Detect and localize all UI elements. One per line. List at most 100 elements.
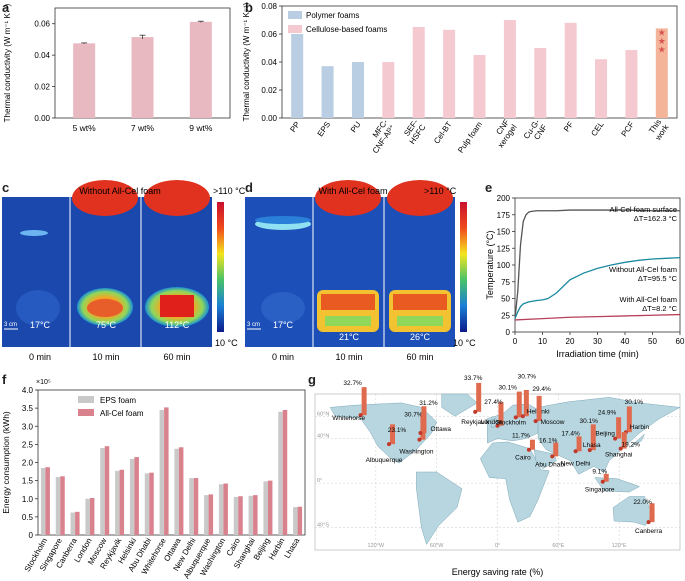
city-marker bbox=[587, 448, 592, 453]
y-tick-label: 100 bbox=[497, 261, 511, 270]
bar bbox=[351, 62, 364, 118]
saving-bar bbox=[516, 391, 522, 418]
bar bbox=[291, 34, 304, 118]
x-tick-label: Cu-G-CNF bbox=[522, 117, 549, 145]
bar bbox=[655, 28, 668, 118]
bar-eps bbox=[189, 478, 194, 535]
city-label: Whitehorse bbox=[332, 415, 365, 422]
bar-allcel bbox=[223, 483, 228, 535]
legend-label: Polymer foams bbox=[306, 11, 359, 20]
bar bbox=[595, 59, 608, 118]
city-marker bbox=[646, 520, 651, 525]
landmass-north-america bbox=[329, 402, 437, 464]
bar-eps bbox=[100, 448, 105, 535]
y-tick-label: 2.5 bbox=[22, 440, 34, 449]
city-label: Abu Dhabi bbox=[535, 461, 565, 468]
city-label: Singapore bbox=[585, 487, 615, 494]
bar-eps bbox=[159, 409, 165, 535]
city-marker bbox=[618, 446, 623, 451]
longitude-label: 120°E bbox=[612, 543, 627, 549]
lamp-hot-spot bbox=[72, 180, 138, 216]
thermal-image-without-foam: Without All-Cel foam >110 °C 10 °C 3 cm … bbox=[2, 180, 245, 362]
city-marker bbox=[600, 479, 605, 484]
x-tick-label: 9 wt% bbox=[189, 123, 213, 133]
series-delta: ΔT=162.3 °C bbox=[634, 214, 678, 223]
latitude-label: 60°N bbox=[317, 411, 329, 417]
city-label: London bbox=[481, 419, 503, 426]
city-label: Canberra bbox=[635, 528, 662, 535]
temp-label: 26°C bbox=[410, 332, 431, 342]
thermal-title-c: Without All-Cel foam bbox=[79, 186, 161, 196]
bar bbox=[625, 50, 638, 118]
bar bbox=[189, 21, 212, 119]
bar-eps bbox=[129, 458, 135, 535]
city-label: Harbin bbox=[630, 424, 650, 431]
rate-label: 19.2% bbox=[621, 442, 640, 449]
saving-bar bbox=[523, 389, 529, 417]
x-tick-label: 50 bbox=[648, 337, 657, 346]
color-scale-c bbox=[217, 202, 224, 332]
city-marker bbox=[533, 419, 538, 424]
city-label: New Delhi bbox=[561, 460, 591, 467]
y-tick-label: 0.00 bbox=[261, 114, 277, 123]
saving-bar bbox=[616, 417, 622, 439]
landmass-south-america bbox=[416, 471, 463, 546]
y-tick-label: 0.5 bbox=[22, 513, 34, 522]
bar-eps bbox=[293, 507, 298, 535]
bar-allcel bbox=[119, 469, 125, 535]
panel-label-e: e bbox=[485, 180, 493, 195]
y-tick-label: 2.0 bbox=[22, 459, 34, 468]
series-delta: ΔT=95.5 °C bbox=[638, 274, 678, 283]
bar-allcel bbox=[149, 472, 154, 535]
rate-label: 31.2% bbox=[419, 400, 438, 407]
x-tick-label: 10 bbox=[538, 337, 547, 346]
rate-label: 30.7% bbox=[404, 412, 423, 419]
longitude-label: 60°W bbox=[430, 543, 444, 549]
x-tick-label: PP bbox=[288, 120, 301, 134]
bar bbox=[382, 62, 395, 118]
chart-e-temperature-curves: 0 25 50 75 100 125 150 175 200 0 10 20 30 40 50 60 All-C… bbox=[485, 194, 685, 359]
time-label: 60 min bbox=[163, 352, 190, 362]
y-axis-label: Thermal conductivity (W m⁻¹ K⁻¹) bbox=[242, 2, 251, 121]
bar-allcel bbox=[253, 495, 258, 535]
time-label: 10 min bbox=[92, 352, 119, 362]
y-tick-label: 50 bbox=[501, 295, 510, 304]
y-tick-label: 1.5 bbox=[22, 477, 34, 486]
longitude-label: 60°E bbox=[552, 543, 564, 549]
bar-allcel bbox=[45, 467, 50, 535]
y-tick-label: 0.08 bbox=[261, 2, 277, 11]
bar-eps bbox=[248, 495, 254, 535]
rate-label: 11.7% bbox=[512, 433, 530, 440]
scale-bar-label-d: 3 cm bbox=[247, 322, 260, 328]
bar-allcel bbox=[104, 446, 110, 535]
lamp-hot-spot bbox=[144, 180, 210, 216]
bar-eps bbox=[144, 473, 150, 535]
rate-label: 17.4% bbox=[561, 430, 580, 437]
saving-bar bbox=[529, 439, 535, 450]
saving-bar bbox=[476, 382, 482, 412]
series-delta: ΔT=8.2 °C bbox=[642, 304, 677, 313]
bar-allcel bbox=[208, 494, 214, 535]
landmass-arabia bbox=[533, 449, 557, 469]
panel-label-g: g bbox=[308, 372, 316, 387]
y-axis-label: Thermal conductivity (W m⁻¹ K⁻¹) bbox=[3, 3, 12, 122]
temp-label: 112°C bbox=[165, 320, 190, 330]
panel-label-a: a bbox=[2, 0, 10, 15]
time-label: 10 min bbox=[335, 352, 362, 362]
y-tick-label: 3.5 bbox=[22, 404, 34, 413]
panel-label-d: d bbox=[245, 180, 253, 195]
panel-label-c: c bbox=[2, 180, 10, 195]
y-tick-label: 0 bbox=[506, 328, 511, 337]
city-label: Lhasa bbox=[583, 442, 601, 449]
y-tick-label: 125 bbox=[497, 244, 511, 253]
legend-label: All-Cel foam bbox=[100, 409, 144, 418]
x-tick-label: SEF-HSFC bbox=[400, 117, 427, 145]
y-tick-label: 150 bbox=[497, 228, 511, 237]
city-marker bbox=[550, 454, 555, 459]
bar-allcel bbox=[238, 496, 243, 535]
y-tick-label: 1.0 bbox=[22, 495, 34, 504]
rate-label: 24.9% bbox=[598, 410, 617, 417]
bar bbox=[473, 55, 486, 118]
chart-f-energy-consumption: 00.51.01.52.02.53.03.54.0×10⁵StockholmSi… bbox=[1, 379, 306, 580]
bar bbox=[131, 37, 154, 119]
